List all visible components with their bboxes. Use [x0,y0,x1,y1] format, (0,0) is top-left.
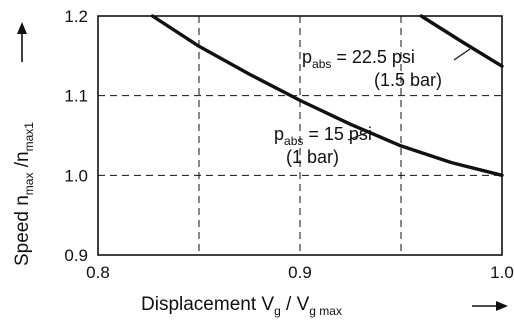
y-tick-label: 1.0 [64,166,88,185]
y-tick-label: 1.1 [64,87,88,106]
x-axis-label: Displacement Vg / Vg max [141,294,342,318]
annotation-22psi-leader [454,49,470,60]
annotation-22psi: pabs = 22.5 psi [302,47,415,71]
y-axis-label: Speed nmax /nmax1 [12,122,36,266]
annotation-15psi-bar: (1 bar) [286,147,339,167]
x-tick-labels: 0.8 0.9 1.0 [86,263,514,282]
x-tick-label: 0.9 [288,263,312,282]
x-tick-label: 0.8 [86,263,110,282]
y-tick-label: 1.2 [64,7,88,26]
y-axis-arrow [17,22,27,62]
x-axis-arrow [472,301,508,311]
x-tick-label: 1.0 [490,263,514,282]
y-tick-labels: 0.9 1.0 1.1 1.2 [64,7,88,265]
annotation-22psi-bar: (1.5 bar) [374,70,442,90]
y-tick-label: 0.9 [64,246,88,265]
series-curve-22psi [421,16,502,66]
